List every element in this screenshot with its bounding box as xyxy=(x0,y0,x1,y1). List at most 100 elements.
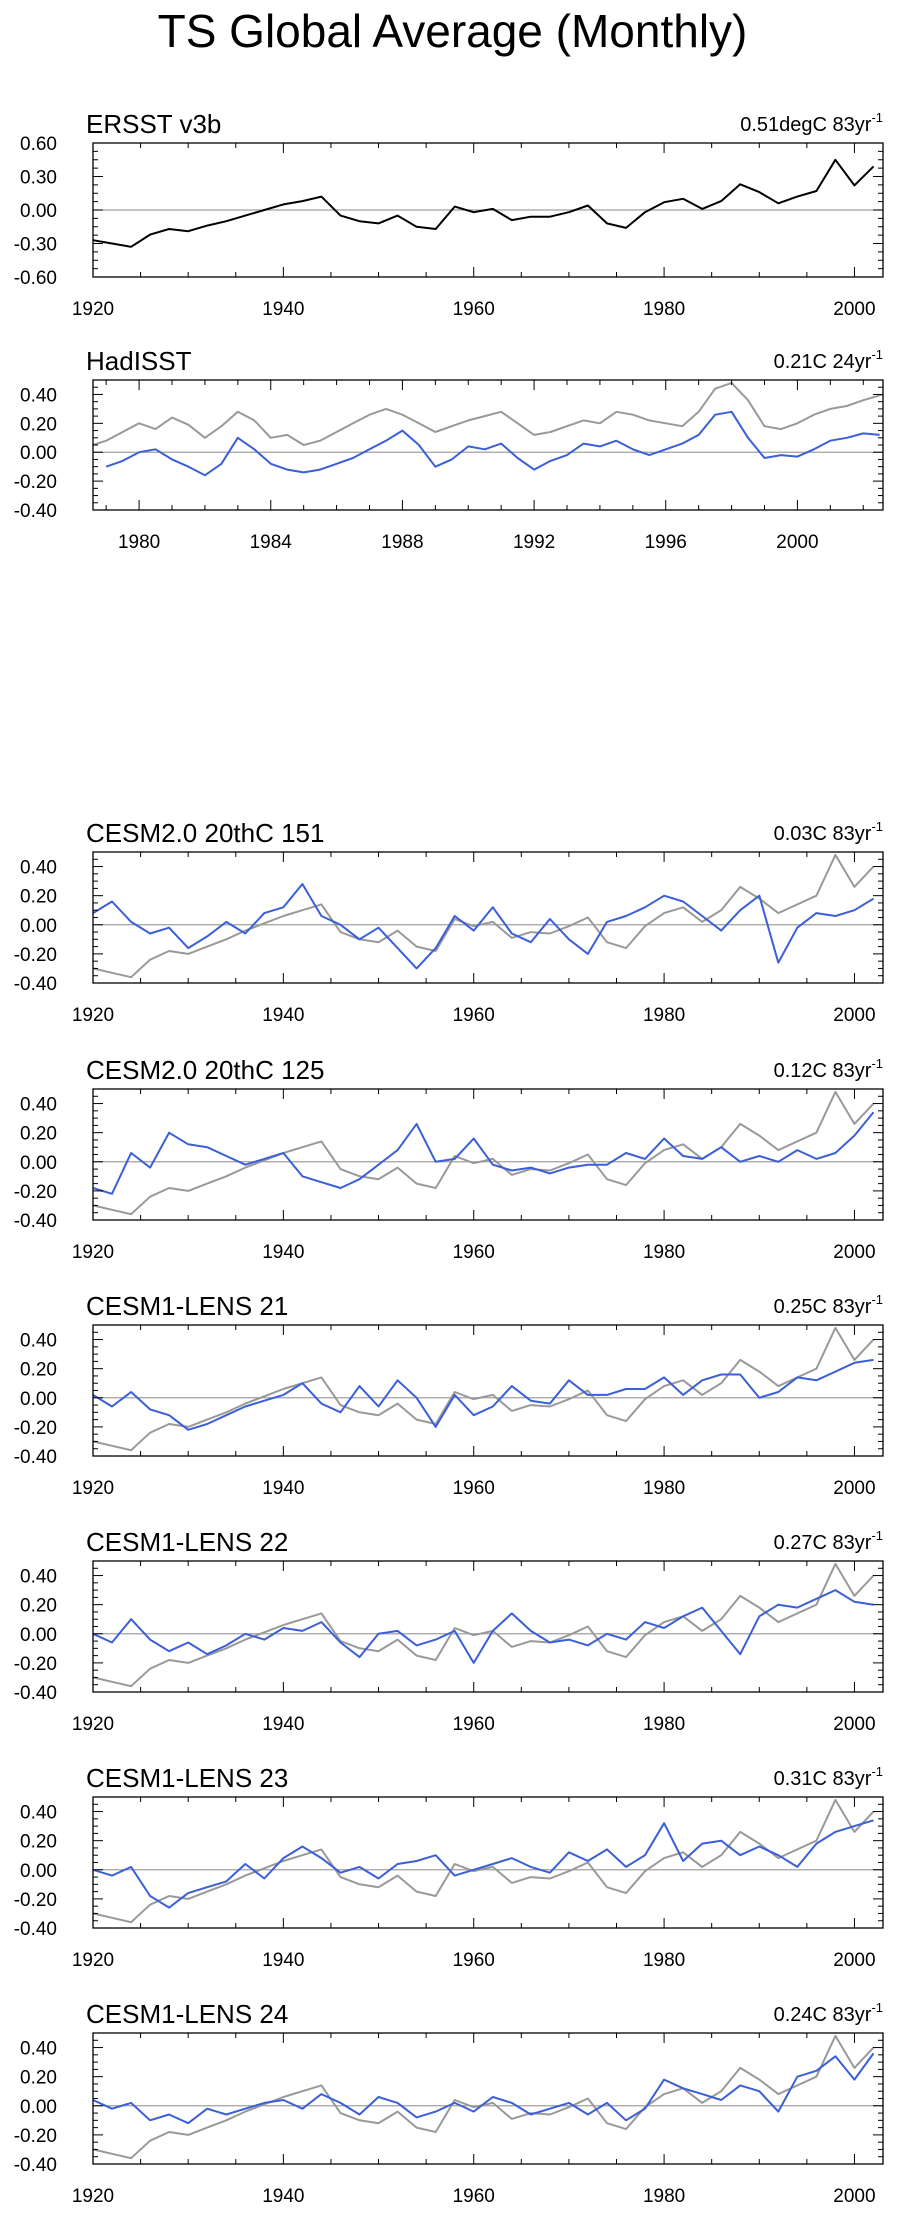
plot-frame xyxy=(92,1088,884,1221)
x-tick-label: 1940 xyxy=(262,1950,304,1971)
y-tick-label: 0.40 xyxy=(20,858,57,879)
y-tick-label: -0.60 xyxy=(14,268,57,289)
y-tick-label: -0.20 xyxy=(14,1182,57,1203)
x-tick-label: 1960 xyxy=(453,1242,495,1263)
y-tick-label: 0.20 xyxy=(20,414,57,435)
x-tick-label: 2000 xyxy=(833,1478,875,1499)
y-tick-label: -0.40 xyxy=(14,974,57,995)
y-tick-label: -0.40 xyxy=(14,1211,57,1232)
x-tick-label: 1940 xyxy=(262,299,304,320)
plot-frame xyxy=(92,2032,884,2165)
x-tick-label: 1980 xyxy=(643,1242,685,1263)
y-tick-label: 0.00 xyxy=(20,2097,57,2118)
trend-annotation: 0.51degC 83yr-1 xyxy=(740,110,883,136)
series-line-obs_ref xyxy=(92,1798,875,1924)
x-tick-label: 1980 xyxy=(643,1478,685,1499)
y-tick-label: 0.20 xyxy=(20,1596,57,1617)
panel-title: ERSST v3b xyxy=(86,109,221,139)
series-line-model xyxy=(92,1111,875,1195)
series-line-obs_ref xyxy=(92,1090,875,1216)
panel-title: CESM2.0 20thC 151 xyxy=(86,818,324,848)
chart-panel: CESM1-LENS 22 0.27C 83yr-1 1920 1940 1960 198… xyxy=(14,1527,884,1735)
y-tick-label: -0.20 xyxy=(14,1418,57,1439)
x-tick-label: 1920 xyxy=(72,1242,114,1263)
x-tick-label: 1940 xyxy=(262,1005,304,1026)
y-tick-label: 0.20 xyxy=(20,1360,57,1381)
x-tick-label: 1988 xyxy=(381,532,423,553)
plot-frame xyxy=(92,379,884,511)
x-tick-label: 1984 xyxy=(250,532,293,553)
y-tick-label: 0.20 xyxy=(20,2068,57,2089)
y-tick-label: -0.40 xyxy=(14,1683,57,1704)
y-tick-label: 0.00 xyxy=(20,916,57,937)
x-tick-label: 1940 xyxy=(262,1714,304,1735)
series-line-obs xyxy=(92,158,875,248)
y-tick-label: -0.40 xyxy=(14,1919,57,1940)
x-tick-label: 1992 xyxy=(513,532,555,553)
series-line-obs_ref xyxy=(92,1326,875,1452)
x-tick-label: 1940 xyxy=(262,1242,304,1263)
y-tick-label: 0.00 xyxy=(20,1153,57,1174)
y-tick-label: -0.20 xyxy=(14,2126,57,2147)
chart-panel: ERSST v3b 0.51degC 83yr-1 1920 1940 1960 1980… xyxy=(14,109,884,320)
y-tick-label: 0.60 xyxy=(20,134,57,155)
y-tick-label: 0.00 xyxy=(20,1625,57,1646)
y-tick-label: 0.00 xyxy=(20,443,57,464)
y-tick-label: -0.20 xyxy=(14,945,57,966)
trend-annotation: 0.27C 83yr-1 xyxy=(774,1528,883,1554)
y-tick-label: -0.20 xyxy=(14,1654,57,1675)
x-tick-label: 1980 xyxy=(118,532,160,553)
chart-panel: CESM1-LENS 21 0.25C 83yr-1 1920 1940 1960 198… xyxy=(14,1291,884,1499)
x-tick-label: 1920 xyxy=(72,2186,114,2207)
chart-panel: CESM1-LENS 23 0.31C 83yr-1 1920 1940 1960 198… xyxy=(14,1763,884,1971)
x-tick-label: 1920 xyxy=(72,1714,114,1735)
series-line-obs_ref xyxy=(92,381,884,446)
x-tick-label: 1940 xyxy=(262,2186,304,2207)
series-line-model xyxy=(92,1358,874,1431)
x-tick-label: 1980 xyxy=(643,1714,685,1735)
x-tick-label: 2000 xyxy=(833,1242,875,1263)
x-tick-label: 1960 xyxy=(453,1478,495,1499)
x-tick-label: 1920 xyxy=(72,1950,114,1971)
y-tick-label: 0.40 xyxy=(20,1567,57,1588)
series-line-model xyxy=(92,2052,875,2125)
x-tick-label: 1980 xyxy=(643,1005,685,1026)
x-tick-label: 2000 xyxy=(833,1714,875,1735)
y-tick-label: -0.30 xyxy=(14,235,57,256)
panel-title: CESM1-LENS 23 xyxy=(86,1763,288,1793)
y-tick-label: 0.00 xyxy=(20,201,57,222)
x-tick-label: 1980 xyxy=(643,1950,685,1971)
trend-annotation: 0.25C 83yr-1 xyxy=(774,1292,883,1318)
series-line-obs_ref xyxy=(92,853,875,979)
x-tick-label: 1960 xyxy=(453,1714,495,1735)
x-tick-label: 1920 xyxy=(72,1005,114,1026)
series-line-obs_ref xyxy=(92,1562,875,1688)
series-line-model xyxy=(92,1589,874,1664)
trend-annotation: 0.31C 83yr-1 xyxy=(774,1764,883,1790)
y-tick-label: 0.40 xyxy=(20,1095,57,1116)
trend-annotation: 0.21C 24yr-1 xyxy=(774,347,883,373)
x-tick-label: 1980 xyxy=(643,299,685,320)
y-tick-label: 0.40 xyxy=(20,2039,57,2060)
x-tick-label: 1960 xyxy=(453,1950,495,1971)
y-tick-label: -0.40 xyxy=(14,2155,57,2176)
x-tick-label: 1960 xyxy=(453,2186,495,2207)
y-tick-label: 0.00 xyxy=(20,1389,57,1410)
panel-title: CESM1-LENS 22 xyxy=(86,1527,288,1557)
y-tick-label: -0.20 xyxy=(14,472,57,493)
series-line-model xyxy=(92,883,875,970)
x-tick-label: 2000 xyxy=(833,299,875,320)
plot-frame xyxy=(92,1324,884,1457)
y-tick-label: 0.40 xyxy=(20,385,57,406)
series-line-obs_ref xyxy=(92,2034,875,2160)
y-tick-label: -0.20 xyxy=(14,1890,57,1911)
series-line-model xyxy=(105,410,880,477)
chart-panel: HadISST 0.21C 24yr-1 1980 1984 1988 1992 1996 2… xyxy=(14,346,884,553)
x-tick-label: 2000 xyxy=(833,1005,875,1026)
y-tick-label: 0.00 xyxy=(20,1861,57,1882)
y-tick-label: -0.40 xyxy=(14,1447,57,1468)
page-title: TS Global Average (Monthly) xyxy=(157,5,748,57)
plot-frame xyxy=(92,1560,884,1693)
trend-annotation: 0.12C 83yr-1 xyxy=(774,1056,883,1082)
x-tick-label: 1996 xyxy=(645,532,687,553)
